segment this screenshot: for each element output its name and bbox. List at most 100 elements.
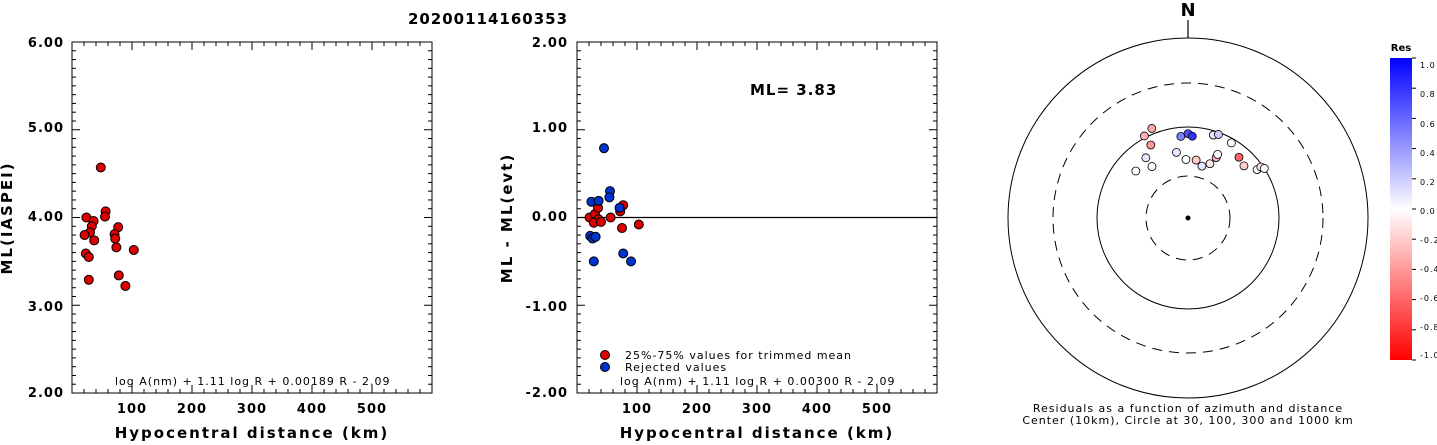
station-residual-point bbox=[1131, 166, 1141, 176]
x-tick-label: 100 bbox=[117, 402, 147, 417]
y-axis-label: ML - ML(evt) bbox=[498, 153, 516, 283]
colorbar-label: 0.0 bbox=[1420, 207, 1436, 216]
rejected-point bbox=[588, 256, 599, 267]
colorbar-label: 0.8 bbox=[1420, 90, 1436, 99]
colorbar-label: 0.6 bbox=[1420, 120, 1436, 129]
data-points bbox=[79, 162, 139, 291]
tick-marks bbox=[576, 41, 938, 394]
colorbar-title: Res bbox=[1391, 43, 1411, 54]
rejected-point bbox=[618, 248, 629, 259]
station-residual-point bbox=[1234, 152, 1244, 162]
x-tick-label: 100 bbox=[622, 402, 652, 417]
station-residual-point bbox=[1214, 130, 1223, 139]
data-point bbox=[128, 244, 139, 255]
colorbar-label: -0.2 bbox=[1420, 236, 1437, 245]
y-tick-label: -1.00 bbox=[526, 300, 568, 315]
rejected-point bbox=[614, 202, 625, 213]
ring-1000km bbox=[1007, 37, 1369, 399]
x-tick-label: 400 bbox=[297, 402, 327, 417]
colorbar-gradient bbox=[1390, 58, 1412, 360]
station-residual-point bbox=[1187, 131, 1197, 141]
y-tick-label: 2.00 bbox=[28, 386, 64, 401]
x-tick-label: 500 bbox=[862, 402, 892, 417]
station-residual-point bbox=[1141, 153, 1151, 163]
caption-line-2: Center (10km), Circle at 30, 100, 300 an… bbox=[1022, 414, 1353, 427]
plot-frame bbox=[71, 41, 433, 394]
ring-30km bbox=[1145, 175, 1231, 261]
ml-value-label: ML= 3.83 bbox=[750, 81, 837, 99]
y-tick-label: 5.00 bbox=[28, 121, 64, 136]
x-tick-label: 300 bbox=[237, 402, 267, 417]
colorbar-label: 1.0 bbox=[1420, 61, 1436, 70]
data-points bbox=[1131, 124, 1269, 176]
caption-line-1: Residuals as a function of azimuth and d… bbox=[1033, 402, 1343, 415]
legend-label-rejected: Rejected values bbox=[625, 361, 727, 374]
legend-marker-trimmed bbox=[600, 350, 610, 360]
data-point bbox=[113, 270, 124, 281]
trimmed-point bbox=[633, 219, 644, 230]
tick-marks bbox=[71, 41, 433, 394]
station-residual-point bbox=[1191, 155, 1201, 165]
station-residual-point bbox=[1226, 138, 1236, 148]
x-axis-label: Hypocentral distance (km) bbox=[620, 424, 895, 441]
page-title: 20200114160353 bbox=[408, 10, 568, 28]
x-tick-label: 300 bbox=[742, 402, 772, 417]
colorbar-label: 0.2 bbox=[1420, 178, 1436, 187]
rejected-point bbox=[599, 143, 609, 154]
data-point bbox=[95, 162, 106, 173]
ring-100km bbox=[1096, 126, 1280, 310]
station-residual-point bbox=[1205, 159, 1215, 169]
station-residual-point bbox=[1197, 161, 1207, 171]
station-residual-point bbox=[1239, 161, 1249, 171]
station-residual-point bbox=[1181, 155, 1191, 164]
trimmed-point bbox=[617, 223, 627, 234]
x-tick-label: 400 bbox=[802, 402, 832, 417]
x-tick-label: 200 bbox=[177, 402, 207, 417]
colorbar-label: 0.4 bbox=[1420, 149, 1436, 158]
y-tick-labels: 2.00 3.00 4.00 5.00 6.00 bbox=[28, 36, 64, 401]
distance-rings bbox=[1007, 37, 1369, 399]
data-point bbox=[100, 211, 110, 222]
formula-text: log A(nm) + 1.11 log R + 0.00300 R - 2.0… bbox=[620, 375, 895, 388]
y-tick-labels: -2.00 -1.00 0.00 1.00 2.00 bbox=[526, 36, 568, 401]
colorbar-label: -0.8 bbox=[1420, 323, 1437, 332]
station-residual-point bbox=[1172, 147, 1181, 157]
legend-marker-rejected bbox=[600, 362, 610, 372]
colorbar-labels: 1.0 0.8 0.6 0.4 0.2 0.0 -0.2 -0.4 -0.6 -… bbox=[1420, 61, 1437, 360]
data-point bbox=[83, 251, 94, 262]
station-residual-point bbox=[1147, 162, 1157, 171]
panel-polar: N Residuals as a function of azimuth and… bbox=[1007, 0, 1369, 427]
trimmed-point bbox=[596, 216, 606, 227]
rejected-point bbox=[626, 256, 636, 267]
data-point bbox=[110, 233, 121, 244]
colorbar-label: -1.0 bbox=[1420, 351, 1437, 360]
legend-label-trimmed: 25%-75% values for trimmed mean bbox=[625, 349, 852, 362]
colorbar-label: -0.6 bbox=[1420, 294, 1437, 303]
y-tick-label: -2.00 bbox=[526, 386, 568, 401]
residual-colorbar: Res 1.0 0.8 0.6 0.4 0.2 0.0 -0.2 -0.4 -0… bbox=[1390, 43, 1437, 361]
rejected-point bbox=[593, 195, 604, 206]
station-residual-point bbox=[1147, 124, 1157, 133]
data-point bbox=[79, 230, 90, 241]
ring-300km bbox=[1052, 82, 1324, 354]
x-tick-label: 200 bbox=[682, 402, 712, 417]
y-tick-label: 2.00 bbox=[532, 36, 568, 51]
y-tick-label: 3.00 bbox=[28, 300, 64, 315]
y-tick-label: 6.00 bbox=[28, 36, 64, 51]
trimmed-point bbox=[605, 212, 616, 223]
rejected-point bbox=[590, 231, 601, 242]
station-residual-point bbox=[1139, 131, 1149, 141]
data-point bbox=[83, 274, 94, 285]
station-residual-point bbox=[1213, 149, 1223, 159]
formula-text: log A(nm) + 1.11 log R + 0.00189 R - 2.0… bbox=[115, 375, 390, 388]
center-dot bbox=[1185, 215, 1191, 221]
north-label: N bbox=[1180, 0, 1195, 21]
y-tick-label: 0.00 bbox=[532, 210, 568, 225]
panel-residual: -2.00 -1.00 0.00 1.00 2.00 100 200 300 4… bbox=[498, 36, 938, 442]
data-point bbox=[111, 242, 122, 253]
station-residual-point bbox=[1259, 164, 1269, 173]
y-tick-label: 4.00 bbox=[28, 210, 64, 225]
x-axis-label: Hypocentral distance (km) bbox=[115, 424, 390, 441]
